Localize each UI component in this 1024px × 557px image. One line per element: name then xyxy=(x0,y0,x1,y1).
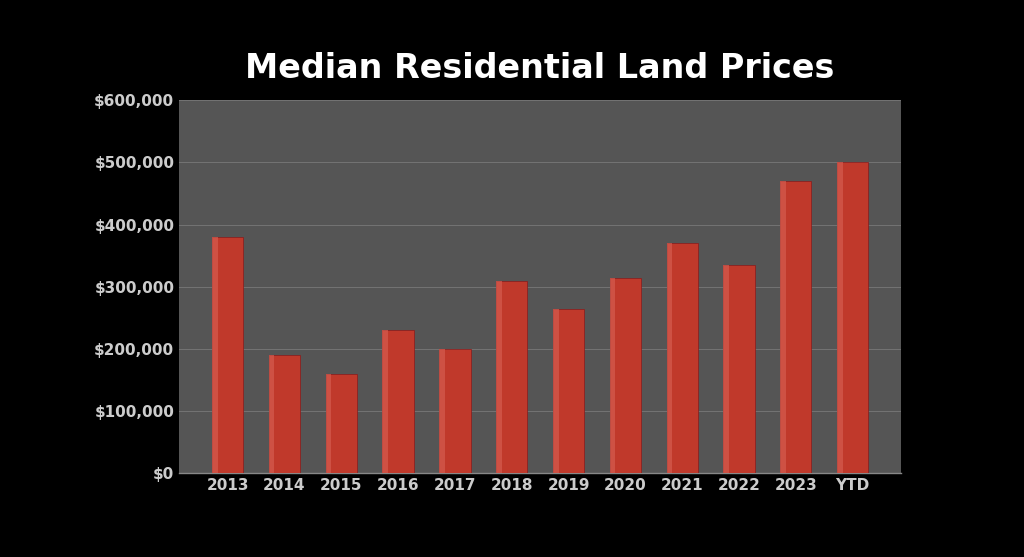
Bar xyxy=(553,309,585,473)
Title: Median Residential Land Prices: Median Residential Land Prices xyxy=(246,52,835,85)
Bar xyxy=(723,265,755,473)
Bar xyxy=(496,281,527,473)
Bar xyxy=(780,181,785,473)
Bar xyxy=(439,349,471,473)
Bar xyxy=(780,181,811,473)
Bar xyxy=(667,243,672,473)
Bar xyxy=(439,349,444,473)
Bar xyxy=(723,265,729,473)
Bar xyxy=(326,374,332,473)
Bar xyxy=(837,163,868,473)
Bar xyxy=(667,243,697,473)
Bar xyxy=(609,277,615,473)
Bar xyxy=(609,277,641,473)
Bar xyxy=(212,237,218,473)
Bar xyxy=(553,309,558,473)
Bar xyxy=(269,355,274,473)
Bar xyxy=(496,281,502,473)
Bar xyxy=(212,237,244,473)
Bar xyxy=(837,163,843,473)
Bar xyxy=(326,374,357,473)
Bar xyxy=(383,330,414,473)
Bar xyxy=(383,330,388,473)
Bar xyxy=(269,355,300,473)
